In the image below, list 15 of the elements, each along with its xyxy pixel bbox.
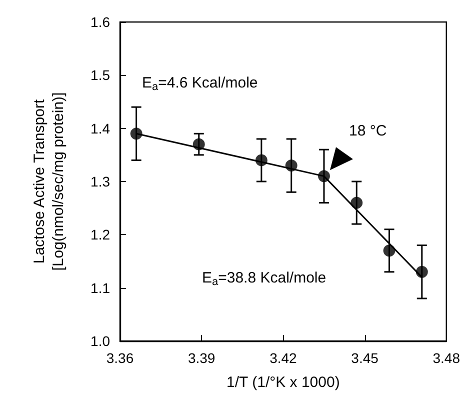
y-tick-label: 1.1 (90, 280, 110, 296)
x-tick-label: 3.39 (188, 350, 216, 366)
annotation: 18 °C (348, 122, 387, 140)
x-tick-label: 3.45 (351, 350, 379, 366)
x-axis-title: 1/T (1/°K x 1000) (226, 374, 340, 391)
y-tick-label: 1.0 (90, 333, 110, 349)
x-tick-label: 3.48 (432, 350, 460, 366)
y-tick-label: 1.4 (90, 120, 110, 136)
y-tick-label: 1.6 (90, 14, 110, 30)
x-tick-label: 3.42 (270, 350, 298, 366)
y-tick-label: 1.5 (90, 67, 110, 84)
y-axis-title: Lactose Active Transport [Log(nmol/sec/mg protein)] (31, 92, 67, 271)
y-tick-label: 1.3 (90, 174, 110, 190)
y-tick-label: 1.2 (90, 226, 110, 243)
x-tick-label: 3.36 (106, 350, 134, 366)
